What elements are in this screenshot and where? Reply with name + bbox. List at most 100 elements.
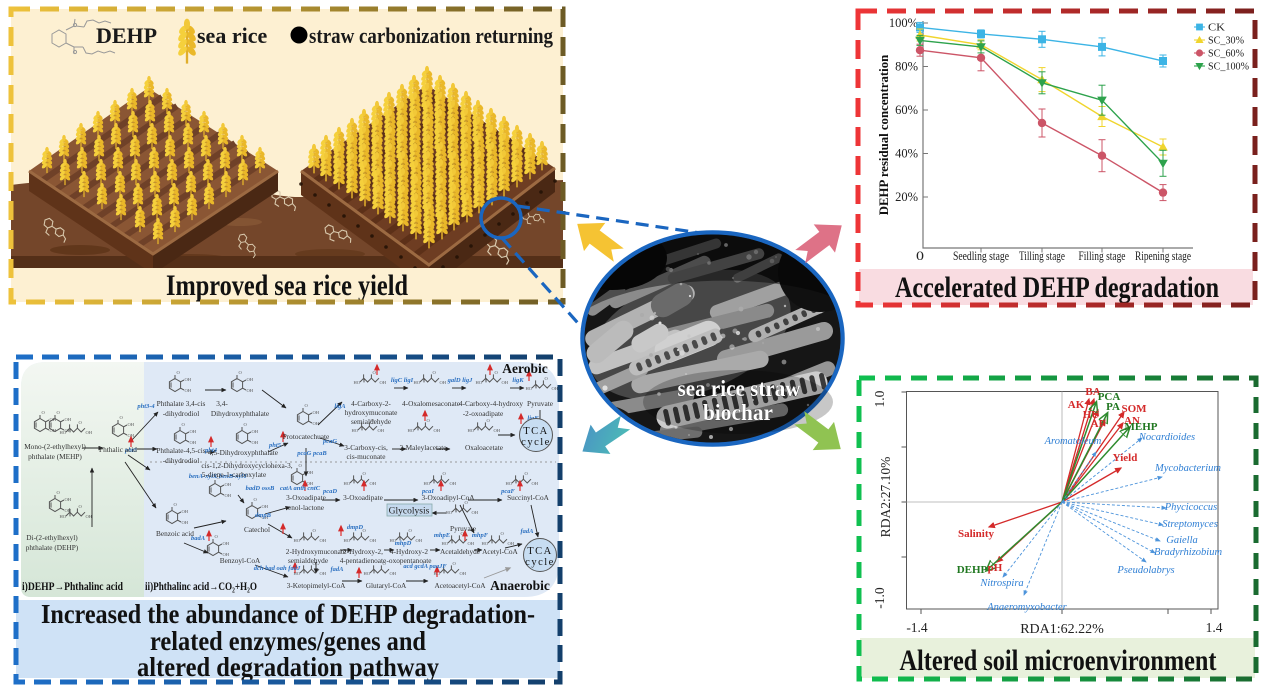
svg-text:PA: PA (1106, 401, 1120, 413)
svg-text:Acetaldehyde: Acetaldehyde (440, 547, 480, 556)
svg-text:dch bad oah fadJ: dch bad oah fadJ (254, 565, 301, 572)
svg-text:2-Hydroxy-2,: 2-Hydroxy-2, (343, 547, 383, 556)
svg-text:Nocardioides: Nocardioides (1138, 432, 1195, 443)
svg-text:-dihydrodiol: -dihydrodiol (163, 456, 199, 465)
svg-text:pht3-4: pht3-4 (136, 403, 155, 410)
svg-text:5-diene-1-carboxylate: 5-diene-1-carboxylate (202, 470, 266, 479)
svg-text:ligK: ligK (512, 377, 524, 384)
svg-text:TCA: TCA (523, 426, 549, 437)
svg-text:Di-(2-ethylhexyl): Di-(2-ethylhexyl) (26, 533, 78, 542)
svg-text:altered degradation pathway: altered degradation pathway (137, 652, 439, 682)
svg-text:Acetoacetyl-CoA: Acetoacetyl-CoA (434, 581, 486, 590)
svg-text:Gaiella: Gaiella (1166, 535, 1198, 546)
svg-text:pcaG pcaB: pcaG pcaB (296, 450, 327, 457)
svg-text:Altered soil microenvironment: Altered soil microenvironment (900, 644, 1217, 677)
svg-text:4-pentadienoate: 4-pentadienoate (340, 556, 387, 565)
svg-text:CK: CK (1208, 23, 1225, 34)
svg-text:Mono-(2-ethylhexyl): Mono-(2-ethylhexyl) (24, 442, 86, 451)
svg-text:Streptomyces: Streptomyces (1162, 519, 1218, 530)
svg-text:pcaF: pcaF (500, 488, 515, 495)
svg-text:cycle: cycle (525, 557, 555, 568)
svg-text:pht3: pht3 (124, 447, 138, 454)
svg-text:ligA: ligA (334, 403, 346, 410)
svg-text:Pyruvate: Pyruvate (527, 399, 553, 408)
svg-text:AK: AK (1068, 399, 1085, 411)
svg-text:2-Hydroxymuconate: 2-Hydroxymuconate (286, 547, 346, 556)
svg-text:catA anth cntC: catA anth cntC (280, 485, 321, 492)
svg-text:phthalate (DEHP): phthalate (DEHP) (26, 543, 79, 552)
svg-text:Ripening stage: Ripening stage (1135, 249, 1191, 263)
svg-text:3-Carboxy-cis,: 3-Carboxy-cis, (344, 443, 388, 452)
svg-text:-oxopentanoate: -oxopentanoate (387, 556, 432, 565)
svg-text:Pseudolabrys: Pseudolabrys (1116, 565, 1174, 576)
svg-text:RDA1:62.22%: RDA1:62.22% (1020, 622, 1104, 637)
svg-text:Phycicoccus: Phycicoccus (1164, 502, 1217, 513)
svg-text:3-Ketopimelyl-CoA: 3-Ketopimelyl-CoA (287, 581, 347, 590)
svg-text:Salinity: Salinity (958, 528, 995, 540)
svg-text:hydroxymuconate: hydroxymuconate (345, 408, 398, 417)
svg-text:semialdehyde: semialdehyde (288, 556, 328, 565)
svg-text:cis-1,2-Dihydroxycyclohexa-3,: cis-1,2-Dihydroxycyclohexa-3, (201, 461, 292, 470)
svg-text:Aromatoleum: Aromatoleum (1044, 436, 1102, 447)
svg-text:i)DEHP→Phthalinc acid: i)DEHP→Phthalinc acid (22, 581, 124, 593)
svg-text:phthalate (MEHP): phthalate (MEHP) (28, 452, 82, 461)
svg-text:Succinyl-CoA: Succinyl-CoA (507, 493, 549, 502)
svg-text:pcaI: pcaI (421, 488, 434, 495)
svg-text:HU: HU (1083, 409, 1100, 421)
svg-text:4-Carboxy-2-: 4-Carboxy-2- (351, 399, 391, 408)
svg-text:Tilling stage: Tilling stage (1019, 249, 1065, 263)
svg-text:3-Oxoadipate: 3-Oxoadipate (343, 493, 383, 502)
svg-text:AP: AP (1091, 418, 1106, 430)
svg-text:Glutaryl-CoA: Glutaryl-CoA (366, 581, 407, 590)
svg-text:RDA2:27.10%: RDA2:27.10% (878, 457, 893, 538)
svg-text:Increased the abundance of DEH: Increased the abundance of DEHP degradat… (41, 599, 535, 629)
svg-text:-dihydrodiol: -dihydrodiol (163, 409, 199, 418)
svg-text:fadA: fadA (521, 528, 535, 535)
svg-text:SC_60%: SC_60% (1208, 49, 1244, 60)
svg-text:Aerobic: Aerobic (502, 361, 548, 376)
svg-text:Oxaloacetate: Oxaloacetate (465, 443, 503, 452)
svg-text:4,5-Dihydroxyphthalate: 4,5-Dihydroxyphthalate (208, 448, 278, 457)
svg-text:badD ossB: badD ossB (246, 485, 275, 492)
svg-text:ii)Phthalinc acid→CO₂+H₂O: ii)Phthalinc acid→CO₂+H₂O (145, 581, 257, 593)
svg-text:SC_30%: SC_30% (1208, 36, 1244, 47)
svg-text:related enzymes/genes and: related enzymes/genes and (150, 626, 426, 656)
svg-text:sea rice straw: sea rice straw (678, 376, 801, 401)
svg-text:80%: 80% (895, 60, 918, 74)
svg-text:Dihydroxyphthalate: Dihydroxyphthalate (211, 409, 269, 418)
svg-text:1.0: 1.0 (872, 390, 887, 407)
svg-text:3,4-: 3,4- (216, 399, 228, 408)
svg-text:Mycobacterium: Mycobacterium (1154, 463, 1221, 474)
svg-text:enol-lactone: enol-lactone (288, 503, 324, 512)
svg-text:3-Oxoadipyl-CoA: 3-Oxoadipyl-CoA (421, 493, 475, 502)
svg-text:straw carbonization returning: straw carbonization returning (309, 23, 553, 48)
svg-text:pH: pH (988, 562, 1003, 574)
svg-text:pcaG: pcaG (322, 438, 337, 445)
svg-text:acd gcdA paaJF: acd gcdA paaJF (403, 563, 447, 570)
svg-text:-1.4: -1.4 (906, 620, 928, 635)
svg-text:Protocatechuate: Protocatechuate (283, 432, 330, 441)
svg-text:4-Hydroxy-2: 4-Hydroxy-2 (390, 547, 428, 556)
svg-text:Improved sea rice yield: Improved sea rice yield (166, 269, 408, 302)
svg-text:Phthalate 3,4-cis: Phthalate 3,4-cis (157, 399, 206, 408)
svg-text:4-Oxalomesaconate: 4-Oxalomesaconate (402, 399, 460, 408)
svg-text:BA: BA (1085, 386, 1100, 398)
svg-text:cycle: cycle (521, 437, 551, 448)
svg-text:cis-muconate: cis-muconate (347, 452, 386, 461)
svg-text:0: 0 (916, 249, 924, 263)
svg-text:fadA: fadA (331, 566, 345, 573)
svg-text:20%: 20% (895, 190, 918, 204)
svg-text:badA: badA (191, 535, 206, 542)
svg-text:Bradyrhizobium: Bradyrhizobium (1154, 547, 1222, 558)
svg-text:DEHP residual concentration: DEHP residual concentration (877, 55, 891, 215)
svg-text:MEHP: MEHP (1125, 421, 1158, 433)
svg-text:40%: 40% (895, 147, 918, 161)
svg-text:SC_100%: SC_100% (1208, 62, 1249, 73)
svg-text:Acetyl-CoA: Acetyl-CoA (482, 547, 518, 556)
svg-text:AN: AN (1124, 415, 1140, 427)
svg-text:TCA: TCA (527, 546, 553, 557)
svg-text:sea rice: sea rice (197, 23, 267, 48)
svg-text:ligC ligI: ligC ligI (391, 377, 414, 384)
svg-text:Pyruvate: Pyruvate (450, 524, 476, 533)
svg-text:SOM: SOM (1121, 403, 1147, 415)
